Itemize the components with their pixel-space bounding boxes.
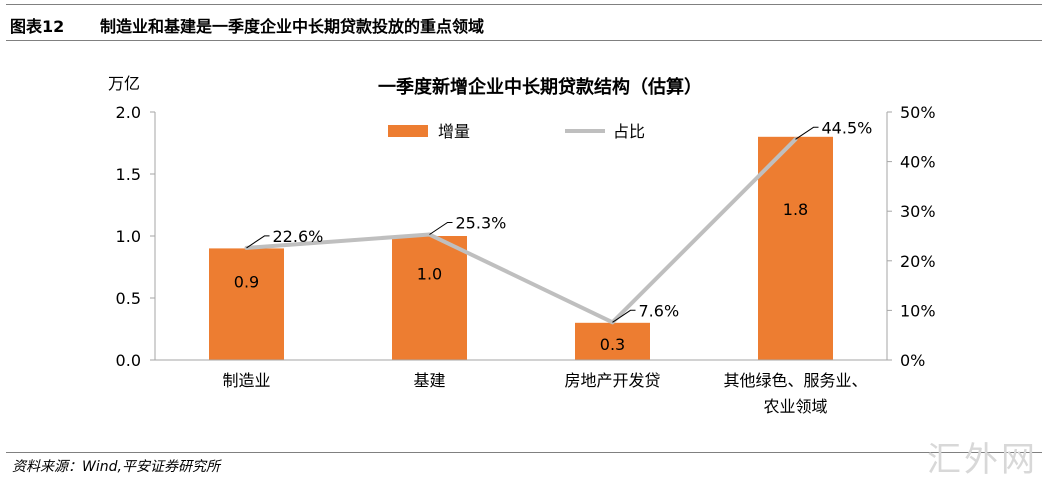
- right-tick-label: 0%: [900, 351, 925, 370]
- bar: [758, 136, 833, 360]
- header-rule-bottom: [6, 40, 1042, 41]
- category-label: 其他绿色、服务业、: [723, 371, 867, 390]
- right-tick-label: 30%: [900, 202, 936, 221]
- bar-value-label: 0.9: [234, 272, 259, 291]
- share-label: 25.3%: [456, 214, 507, 233]
- bar-value-label: 1.8: [783, 200, 808, 219]
- bar-value-label: 0.3: [600, 335, 625, 354]
- right-tick-label: 20%: [900, 252, 936, 271]
- left-tick-label: 2.0: [116, 103, 141, 122]
- left-tick-label: 0.0: [116, 351, 141, 370]
- share-leader-line: [429, 222, 453, 235]
- legend-swatch-bar: [388, 125, 428, 137]
- share-leader-line: [612, 309, 636, 323]
- left-tick-label: 0.5: [116, 289, 141, 308]
- watermark: 汇外网: [927, 440, 1038, 480]
- left-tick-label: 1.5: [116, 165, 141, 184]
- share-label: 44.5%: [822, 118, 873, 137]
- category-label: 制造业: [222, 371, 270, 390]
- bar: [209, 248, 284, 360]
- figure-header: 图表12 制造业和基建是一季度企业中长期贷款投放的重点领域: [0, 0, 1048, 41]
- figure-number: 图表12: [10, 17, 65, 36]
- left-tick-label: 1.0: [116, 227, 141, 246]
- share-leader-line: [795, 126, 819, 140]
- right-tick-label: 40%: [900, 153, 936, 172]
- legend-label-bar: 增量: [438, 122, 470, 141]
- legend-label-line: 占比: [613, 122, 645, 141]
- share-line: [246, 137, 797, 325]
- figure-title: 制造业和基建是一季度企业中长期贷款投放的重点领域: [100, 17, 485, 36]
- chart-title: 一季度新增企业中长期贷款结构（估算）: [378, 76, 702, 98]
- bar-value-label: 1.0: [417, 264, 442, 283]
- bar: [575, 322, 650, 360]
- category-label: 基建: [413, 371, 445, 390]
- right-tick-label: 50%: [900, 103, 936, 122]
- source-note: 资料来源：Wind,平安证券研究所: [12, 459, 220, 475]
- share-label: 22.6%: [273, 227, 324, 246]
- share-leader-line: [246, 235, 270, 249]
- footer-rule: [6, 452, 1042, 453]
- left-axis-unit: 万亿: [108, 74, 140, 93]
- category-label: 农业领域: [763, 397, 827, 416]
- right-tick-label: 10%: [900, 301, 936, 320]
- bar: [392, 236, 467, 360]
- category-label: 房地产开发贷: [564, 371, 660, 390]
- header-rule-top: [6, 4, 1042, 5]
- share-label: 7.6%: [639, 301, 680, 320]
